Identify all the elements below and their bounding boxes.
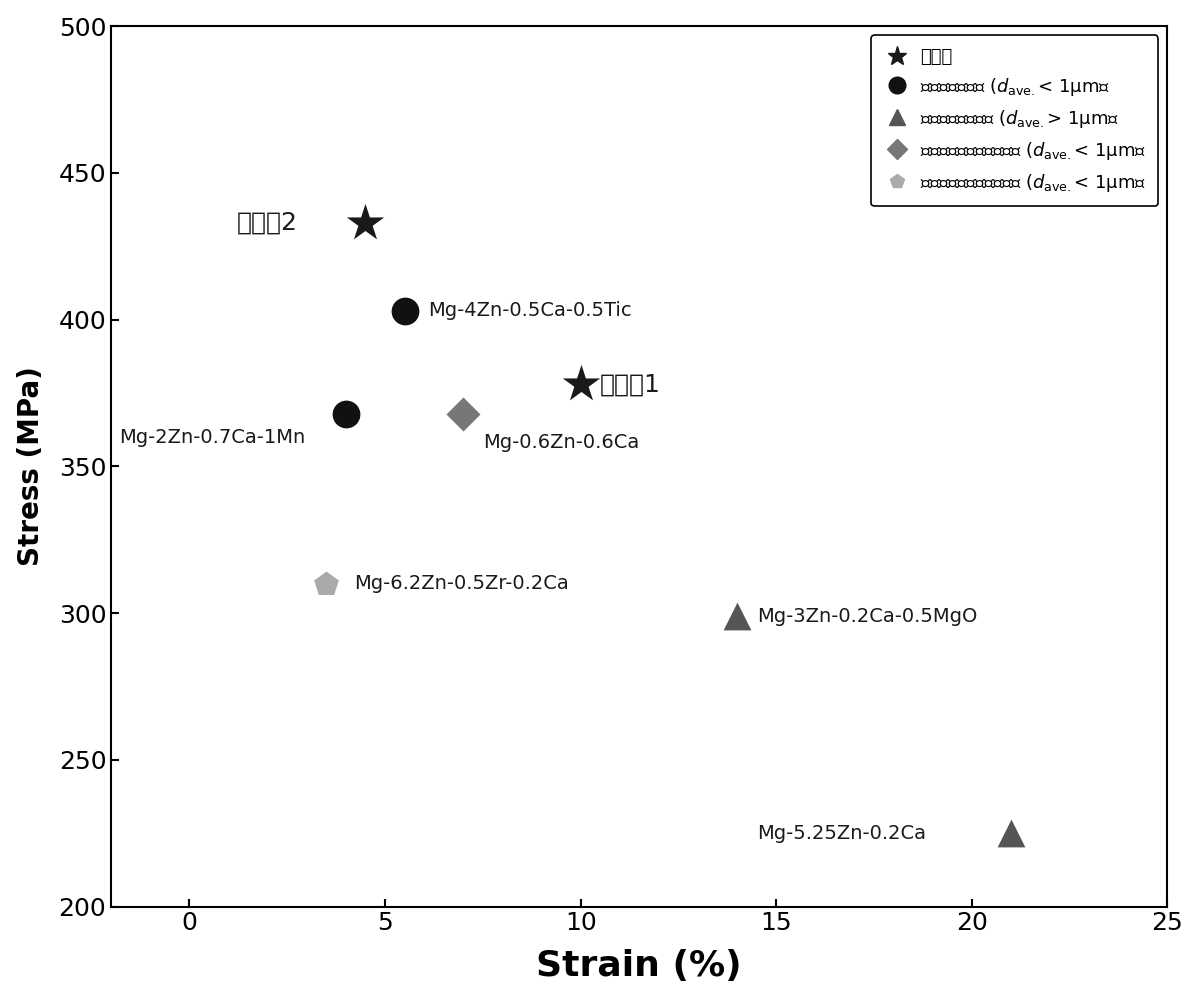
Point	[727, 608, 746, 624]
Point	[1001, 825, 1020, 841]
Point	[356, 215, 376, 231]
Text: 实施例1: 实施例1	[600, 372, 661, 396]
Text: Mg-2Zn-0.7Ca-1Mn: Mg-2Zn-0.7Ca-1Mn	[119, 428, 305, 447]
Text: Mg-0.6Zn-0.6Ca: Mg-0.6Zn-0.6Ca	[482, 433, 640, 452]
Point	[336, 406, 355, 422]
Point	[317, 576, 336, 592]
Text: Mg-6.2Zn-0.5Zr-0.2Ca: Mg-6.2Zn-0.5Zr-0.2Ca	[354, 574, 569, 593]
Text: 实施例2: 实施例2	[236, 211, 298, 235]
Point	[454, 406, 473, 422]
Point	[571, 376, 590, 392]
Y-axis label: Stress (MPa): Stress (MPa)	[17, 366, 44, 566]
Point	[395, 303, 414, 319]
Legend: 本发明, 热挤压超细晶镁 ($d_{\mathrm{ave.}}$< 1μm）, 热挤压非超细晶镁 ($d_{\mathrm{ave.}}$> 1μm）, 等通: 本发明, 热挤压超细晶镁 ($d_{\mathrm{ave.}}$< 1μm）,…	[871, 35, 1158, 206]
Text: Mg-5.25Zn-0.2Ca: Mg-5.25Zn-0.2Ca	[757, 824, 925, 843]
X-axis label: Strain (%): Strain (%)	[536, 949, 742, 983]
Text: Mg-4Zn-0.5Ca-0.5Tic: Mg-4Zn-0.5Ca-0.5Tic	[428, 301, 631, 320]
Text: Mg-3Zn-0.2Ca-0.5MgO: Mg-3Zn-0.2Ca-0.5MgO	[757, 607, 977, 626]
